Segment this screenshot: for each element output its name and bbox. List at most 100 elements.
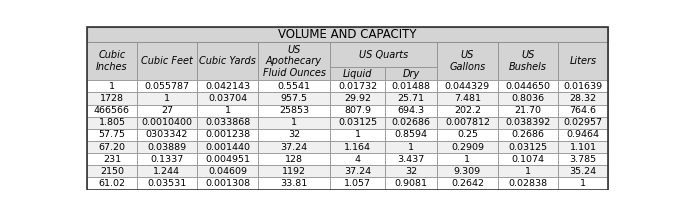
Bar — [559, 153, 607, 165]
Text: 128: 128 — [285, 155, 303, 164]
Text: 0.1074: 0.1074 — [512, 155, 544, 164]
Text: 0.004951: 0.004951 — [205, 155, 250, 164]
Bar — [498, 42, 559, 80]
Bar — [87, 80, 136, 92]
Bar — [197, 42, 258, 80]
Bar — [258, 42, 330, 80]
Bar — [258, 105, 330, 117]
Text: 0.001440: 0.001440 — [205, 143, 250, 152]
Text: 0.03125: 0.03125 — [338, 118, 377, 127]
Bar — [197, 117, 258, 129]
Bar — [197, 141, 258, 153]
Bar — [437, 92, 498, 105]
Text: 25853: 25853 — [279, 106, 309, 115]
Bar — [559, 117, 607, 129]
Text: 35.24: 35.24 — [570, 167, 597, 176]
Text: 202.2: 202.2 — [454, 106, 481, 115]
Bar — [136, 177, 197, 190]
Text: 1: 1 — [355, 131, 361, 140]
Text: 0.033868: 0.033868 — [205, 118, 250, 127]
Text: 0.044329: 0.044329 — [445, 82, 490, 91]
Text: 1: 1 — [291, 118, 297, 127]
Text: 28.32: 28.32 — [570, 94, 597, 103]
Text: 37.24: 37.24 — [344, 167, 371, 176]
Bar — [87, 42, 136, 80]
Bar — [258, 165, 330, 177]
Text: 4: 4 — [355, 155, 361, 164]
Text: US
Apothecary
Fluid Ounces: US Apothecary Fluid Ounces — [262, 45, 325, 78]
Text: 0.03125: 0.03125 — [508, 143, 548, 152]
Text: 0.9464: 0.9464 — [567, 131, 599, 140]
Bar — [258, 92, 330, 105]
Text: 29.92: 29.92 — [344, 94, 371, 103]
Text: US Quarts: US Quarts — [359, 50, 408, 60]
Text: 0.2686: 0.2686 — [512, 131, 544, 140]
Bar — [330, 117, 385, 129]
Text: 0.02957: 0.02957 — [563, 118, 603, 127]
Text: 27: 27 — [161, 106, 173, 115]
Bar — [498, 165, 559, 177]
Bar — [437, 117, 498, 129]
Bar — [385, 129, 437, 141]
Bar — [136, 153, 197, 165]
Text: 0.02838: 0.02838 — [508, 179, 548, 188]
Text: 61.02: 61.02 — [98, 179, 125, 188]
Bar — [498, 105, 559, 117]
Text: 0.02686: 0.02686 — [392, 118, 431, 127]
Bar — [559, 92, 607, 105]
Text: 0.001238: 0.001238 — [205, 131, 250, 140]
Bar — [437, 80, 498, 92]
Text: 1: 1 — [224, 106, 231, 115]
Bar — [330, 92, 385, 105]
Text: 1192: 1192 — [282, 167, 306, 176]
Bar — [385, 92, 437, 105]
Text: Liquid: Liquid — [343, 69, 372, 79]
Text: 0.042143: 0.042143 — [205, 82, 250, 91]
Bar — [498, 153, 559, 165]
Text: 3.437: 3.437 — [397, 155, 424, 164]
Bar — [559, 129, 607, 141]
Bar — [197, 80, 258, 92]
Bar — [498, 92, 559, 105]
Bar — [437, 141, 498, 153]
Bar — [385, 177, 437, 190]
Text: 0.055787: 0.055787 — [144, 82, 189, 91]
Text: 0.007812: 0.007812 — [445, 118, 490, 127]
Bar — [136, 141, 197, 153]
Bar — [498, 177, 559, 190]
Bar — [330, 105, 385, 117]
Text: VOLUME AND CAPACITY: VOLUME AND CAPACITY — [278, 28, 417, 41]
Text: 1: 1 — [525, 167, 531, 176]
Bar — [197, 105, 258, 117]
Text: 1.164: 1.164 — [344, 143, 371, 152]
Bar — [498, 117, 559, 129]
Bar — [258, 177, 330, 190]
Bar — [87, 117, 136, 129]
Text: 0.01732: 0.01732 — [338, 82, 377, 91]
Bar — [498, 141, 559, 153]
Bar — [559, 165, 607, 177]
Bar — [136, 42, 197, 80]
Text: 0.03531: 0.03531 — [147, 179, 186, 188]
Text: Cubic Feet: Cubic Feet — [141, 56, 193, 66]
Bar — [87, 92, 136, 105]
Text: 1.101: 1.101 — [570, 143, 597, 152]
Bar — [258, 141, 330, 153]
Text: 9.309: 9.309 — [454, 167, 481, 176]
Bar — [136, 117, 197, 129]
Text: 0.038392: 0.038392 — [506, 118, 551, 127]
Text: 37.24: 37.24 — [281, 143, 308, 152]
Text: 0.044650: 0.044650 — [506, 82, 551, 91]
Text: 0.5541: 0.5541 — [277, 82, 311, 91]
Bar — [197, 153, 258, 165]
Text: 33.81: 33.81 — [281, 179, 308, 188]
Bar — [559, 177, 607, 190]
Text: 231: 231 — [103, 155, 121, 164]
Text: 0.03889: 0.03889 — [147, 143, 186, 152]
Bar — [559, 105, 607, 117]
Bar — [197, 129, 258, 141]
Bar — [87, 27, 607, 42]
Bar — [330, 42, 437, 67]
Bar — [437, 177, 498, 190]
Text: 25.71: 25.71 — [397, 94, 424, 103]
